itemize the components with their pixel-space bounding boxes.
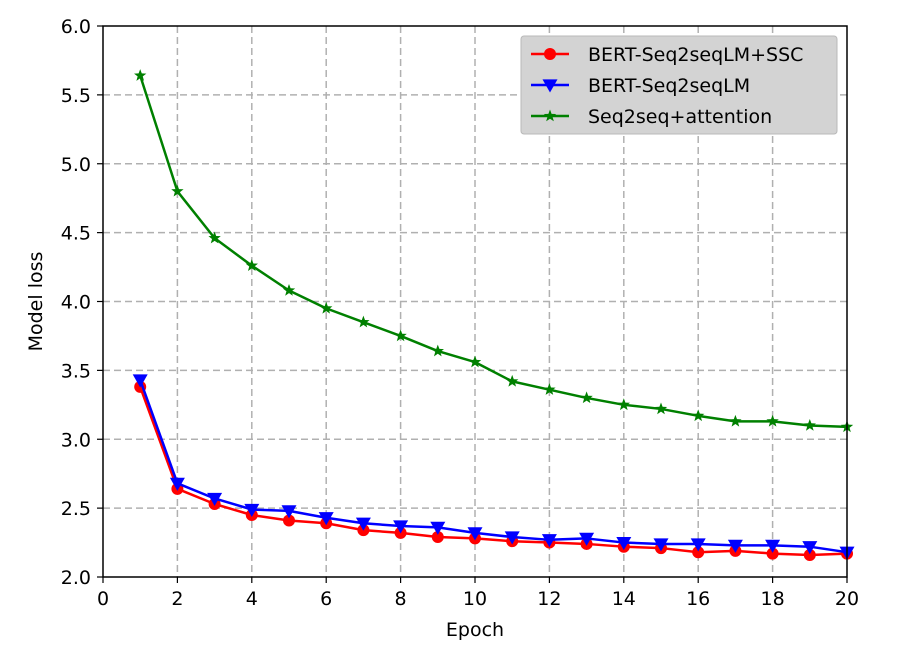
x-tick-label: 12 (537, 588, 561, 610)
data-point (690, 538, 706, 552)
data-point (468, 355, 482, 368)
data-point (616, 536, 632, 551)
data-point (766, 414, 779, 427)
data-point (320, 301, 333, 314)
series-layer (132, 69, 855, 561)
y-tick-label: 6.0 (61, 16, 91, 38)
data-point (617, 398, 630, 411)
legend-marker (543, 109, 557, 122)
data-point (654, 402, 668, 415)
data-point (169, 477, 185, 491)
data-point (543, 383, 556, 395)
y-tick-label: 4.0 (61, 292, 91, 314)
data-point (283, 514, 295, 527)
y-tick-label: 5.0 (61, 154, 91, 176)
y-axis-label: Model loss (25, 252, 47, 352)
data-point (281, 505, 297, 519)
x-tick-label: 18 (761, 588, 785, 610)
data-point (506, 374, 519, 387)
data-point (692, 546, 705, 559)
data-point (355, 517, 371, 531)
x-axis-label: Epoch (446, 619, 504, 641)
data-point (282, 283, 296, 296)
series-line (139, 386, 848, 557)
x-tick-label: 0 (97, 588, 109, 610)
series-1 (132, 374, 855, 560)
legend-marker (542, 79, 558, 93)
data-point (393, 520, 409, 534)
legend-box (520, 35, 838, 135)
data-point (244, 503, 260, 518)
data-point (504, 531, 520, 545)
data-point (132, 374, 148, 388)
series-line (139, 75, 848, 429)
data-point (357, 315, 370, 328)
legend: BERT-Seq2seqLM+SSC BERT-Seq2seqLM Seq2seq+… (520, 35, 838, 135)
x-tick-label: 10 (463, 588, 487, 610)
data-point (245, 259, 258, 271)
data-point (580, 391, 593, 404)
data-point (134, 69, 147, 81)
x-tick-label: 20 (835, 588, 859, 610)
data-point (318, 512, 334, 526)
data-point (765, 539, 781, 553)
data-point (207, 492, 223, 506)
series-line (139, 379, 848, 554)
legend-label: BERT-Seq2seqLM (588, 75, 750, 97)
data-point (727, 539, 743, 553)
data-point (394, 329, 407, 342)
y-tick-label: 4.5 (61, 223, 91, 245)
y-tick-label: 3.0 (61, 429, 91, 451)
data-point (766, 547, 779, 560)
data-point (803, 548, 816, 561)
ticks: 0 2 4 6 8 10 12 14 16 18 20 2.0 2.5 3.0 3.5 4.0 4.5 5.0 5.… (61, 16, 859, 610)
data-point (729, 414, 742, 427)
data-point (208, 231, 221, 244)
data-point (692, 409, 705, 422)
data-point (579, 532, 595, 546)
x-tick-label: 16 (686, 588, 710, 610)
data-point (803, 418, 816, 431)
y-tick-label: 2.5 (61, 498, 91, 520)
data-point (653, 538, 669, 552)
x-tick-label: 14 (612, 588, 636, 610)
legend-marker (544, 48, 556, 60)
y-tick-label: 3.5 (61, 360, 91, 382)
data-point (802, 541, 818, 555)
x-tick-label: 4 (246, 588, 258, 610)
data-point (431, 344, 444, 357)
y-tick-label: 5.5 (61, 85, 91, 107)
x-tick-label: 2 (171, 588, 183, 610)
y-tick-label: 2.0 (61, 567, 91, 589)
legend-label: Seq2seq+attention (588, 106, 772, 128)
data-point (171, 184, 184, 197)
data-point (430, 521, 446, 535)
x-tick-label: 6 (320, 588, 332, 610)
legend-label: BERT-Seq2seqLM+SSC (588, 44, 803, 66)
x-tick-label: 8 (395, 588, 407, 610)
data-point (467, 527, 483, 541)
data-point (431, 531, 444, 544)
data-point (541, 534, 557, 548)
